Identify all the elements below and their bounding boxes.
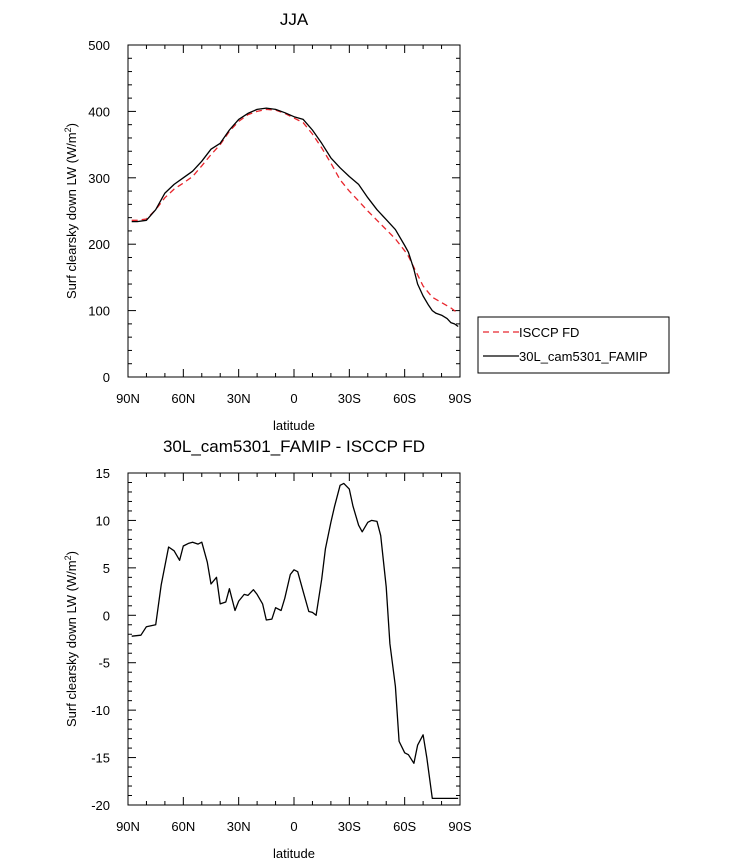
legend: ISCCP FD 30L_cam5301_FAMIP <box>477 316 670 374</box>
y-axis-label-sup: 2 <box>63 127 73 132</box>
x-axis-label: latitude <box>273 846 315 861</box>
y-axis-label-tail: ) <box>64 123 79 127</box>
y-tick-label: 100 <box>88 304 110 319</box>
x-tick-label: 60N <box>171 819 195 834</box>
x-tick-label: 90S <box>448 391 471 406</box>
y-tick-label: 300 <box>88 171 110 186</box>
y-tick-label: -20 <box>91 798 110 813</box>
chart-title: 30L_cam5301_FAMIP - ISCCP FD <box>163 437 425 456</box>
y-tick-label: 10 <box>96 513 110 528</box>
x-tick-label: 30N <box>227 819 251 834</box>
x-tick-label: 0 <box>290 391 297 406</box>
y-tick-label: -10 <box>91 703 110 718</box>
y-tick-label: 200 <box>88 237 110 252</box>
x-tick-label: 90S <box>448 819 471 834</box>
x-tick-label: 90N <box>116 819 140 834</box>
x-tick-label: 60N <box>171 391 195 406</box>
y-axis-label-sup: 2 <box>63 555 73 560</box>
y-tick-label: 400 <box>88 104 110 119</box>
y-tick-label: 5 <box>103 561 110 576</box>
y-tick-label: -5 <box>98 656 110 671</box>
chart-title: JJA <box>280 10 309 29</box>
y-tick-label: -15 <box>91 751 110 766</box>
y-axis-label-main: Surf clearsky down LW (W/m <box>64 560 79 727</box>
x-axis-label: latitude <box>273 418 315 433</box>
x-tick-label: 60S <box>393 391 416 406</box>
legend-entry-label: 30L_cam5301_FAMIP <box>519 349 648 364</box>
y-tick-label: 0 <box>103 608 110 623</box>
y-tick-label: 500 <box>88 38 110 53</box>
y-axis-label: Surf clearsky down LW (W/m2) <box>63 123 79 299</box>
legend-box <box>477 316 670 374</box>
y-tick-label: 0 <box>103 370 110 385</box>
series-line-difference <box>131 482 459 800</box>
plot-frame <box>127 472 461 806</box>
chart-panel-2: 30L_cam5301_FAMIP - ISCCP FD 90N 60N 30N 0 30… <box>63 437 472 861</box>
x-tick-label: 30S <box>338 391 361 406</box>
y-axis-label-tail: ) <box>64 551 79 555</box>
x-tick-label: 60S <box>393 819 416 834</box>
x-tick-label: 90N <box>116 391 140 406</box>
series-line-isccp-fd <box>131 108 459 314</box>
legend-entry-label: ISCCP FD <box>519 325 579 340</box>
y-axis-label: Surf clearsky down LW (W/m2) <box>63 551 79 727</box>
series-line-30l-cam5301-famip <box>131 107 459 328</box>
x-tick-label: 0 <box>290 819 297 834</box>
y-tick-label: 15 <box>96 466 110 481</box>
x-tick-label: 30S <box>338 819 361 834</box>
plot-frame <box>127 44 461 378</box>
x-tick-label: 30N <box>227 391 251 406</box>
chart-panel-1: JJA 90N 60N 30N 0 30S 60S 90S 0 100 200 300 400 500 la… <box>63 10 670 433</box>
y-axis-label-main: Surf clearsky down LW (W/m <box>64 132 79 299</box>
